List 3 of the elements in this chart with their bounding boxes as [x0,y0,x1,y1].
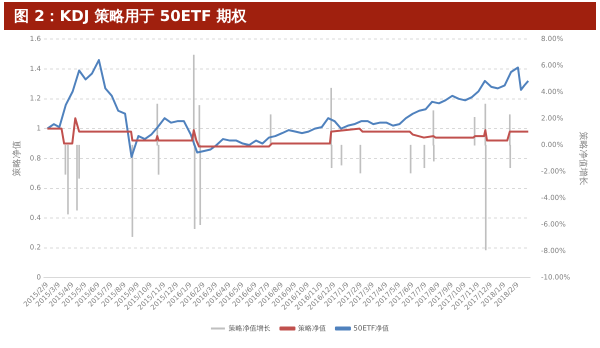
y-axis-title: 策略净值 [12,140,23,176]
y2-axis-title: 策略净值增长 [577,131,588,186]
chart-title: 图 2：KDJ 策略用于 50ETF 期权 [4,2,596,30]
